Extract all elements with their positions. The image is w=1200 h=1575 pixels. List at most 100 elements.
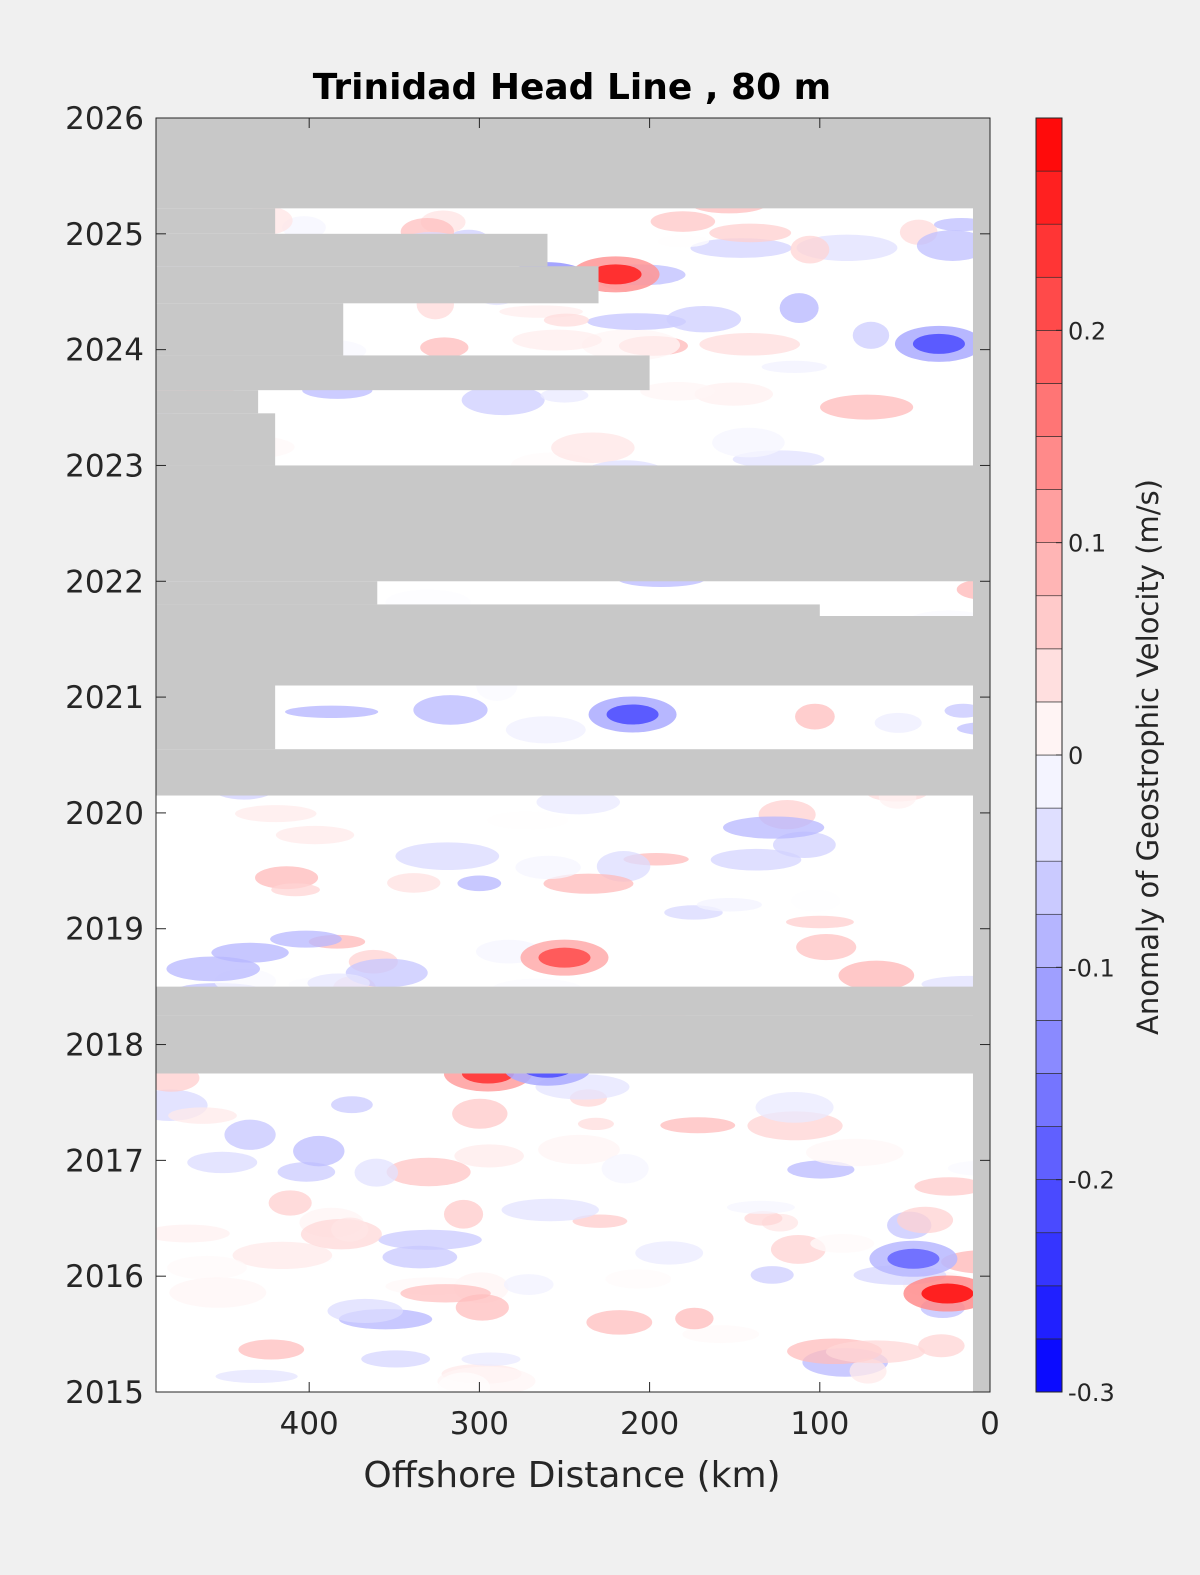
- anomaly-blob: [271, 883, 320, 897]
- colorbar-level: [1035, 595, 1063, 650]
- anomaly-blob: [761, 360, 827, 373]
- anomaly-blob: [710, 848, 802, 871]
- missing-data-band: [156, 413, 276, 466]
- anomaly-blob: [682, 1325, 760, 1344]
- anomaly-blob: [455, 1294, 509, 1321]
- colorbar-level: [1035, 223, 1063, 278]
- anomaly-blob: [712, 427, 785, 458]
- x-axis-label: Offshore Distance (km): [363, 1455, 780, 1496]
- anomaly-blob: [285, 705, 379, 719]
- anomaly-blob: [452, 1098, 508, 1129]
- anomaly-blob: [805, 1138, 904, 1167]
- anomaly-peak: [912, 333, 965, 354]
- anomaly-blob: [551, 432, 635, 464]
- colorbar-level: [1035, 913, 1063, 968]
- colorbar-level: [1035, 1232, 1063, 1287]
- anomaly-blob: [543, 313, 590, 327]
- anomaly-blob: [810, 1234, 875, 1253]
- anomaly-blob: [503, 1274, 554, 1295]
- colorbar-level: [1035, 1073, 1063, 1127]
- y-tick-label: 2016: [65, 1259, 144, 1295]
- anomaly-blob: [331, 1217, 369, 1242]
- anomaly-blob: [224, 1119, 276, 1150]
- anomaly-blob: [795, 703, 835, 730]
- colorbar-level: [1035, 1285, 1063, 1340]
- y-tick-label: 2019: [65, 912, 144, 948]
- anomaly-peak: [921, 1283, 974, 1304]
- plot-area: [155, 117, 991, 1393]
- colorbar-level: [1035, 436, 1063, 490]
- anomaly-blob: [469, 396, 526, 411]
- colorbar-level: [1035, 170, 1063, 225]
- missing-data-band: [156, 1015, 990, 1074]
- anomaly-blob: [796, 933, 857, 961]
- anomaly-blob: [167, 1255, 247, 1280]
- anomaly-blob: [897, 1206, 954, 1234]
- anomaly-blob: [255, 866, 319, 890]
- anomaly-blob: [395, 842, 500, 870]
- anomaly-blob: [918, 1334, 965, 1358]
- anomaly-blob: [914, 1177, 985, 1196]
- anomaly-blob: [327, 1298, 403, 1323]
- missing-data-band: [156, 465, 990, 582]
- y-tick-label: 2025: [65, 217, 144, 253]
- anomaly-blob: [536, 789, 620, 815]
- missing-data-band: [156, 118, 990, 209]
- anomaly-blob: [487, 811, 569, 830]
- y-tick-label: 2024: [65, 333, 144, 369]
- anomaly-blob: [538, 1134, 620, 1165]
- colorbar-level: [1035, 542, 1063, 597]
- anomaly-blob: [658, 799, 703, 813]
- anomaly-blob: [572, 1214, 628, 1228]
- colorbar-level: [1035, 330, 1063, 384]
- anomaly-blob: [443, 1199, 484, 1229]
- colorbar-tick-label: -0.2: [1068, 1167, 1115, 1195]
- anomaly-blob: [413, 695, 488, 725]
- anomaly-blob: [169, 1277, 267, 1308]
- anomaly-blob: [916, 230, 989, 261]
- missing-data-band: [156, 233, 548, 267]
- anomaly-blob: [690, 238, 792, 258]
- anomaly-peak: [538, 947, 591, 968]
- anomaly-blob: [791, 889, 841, 912]
- anomaly-blob: [722, 816, 825, 839]
- anomaly-blob: [540, 388, 589, 403]
- anomaly-blob: [944, 703, 982, 718]
- colorbar-level: [1035, 807, 1063, 862]
- anomaly-blob: [786, 915, 854, 929]
- anomaly-blob: [820, 394, 914, 420]
- anomaly-blob: [354, 1158, 399, 1187]
- anomaly-blob: [852, 321, 890, 349]
- anomaly-blob: [696, 897, 762, 912]
- colorbar-level: [1035, 860, 1063, 915]
- anomaly-blob: [601, 1154, 649, 1184]
- anomaly-blob: [387, 873, 441, 893]
- anomaly-blob: [586, 1310, 653, 1335]
- anomaly-blob: [457, 875, 502, 892]
- colorbar-level: [1035, 648, 1063, 703]
- anomaly-peak: [589, 264, 642, 285]
- x-tick-label: 400: [280, 1406, 339, 1442]
- anomaly-blob: [874, 712, 922, 733]
- anomaly-blob: [577, 1117, 614, 1131]
- anomaly-blob: [187, 1151, 258, 1174]
- missing-data-band: [156, 604, 820, 617]
- anomaly-blob: [605, 1269, 672, 1289]
- missing-data-band: [156, 616, 990, 686]
- colorbar-level: [1035, 383, 1063, 437]
- anomaly-peak: [606, 704, 659, 725]
- anomaly-blob: [699, 333, 801, 356]
- colorbar-level: [1035, 1020, 1063, 1074]
- anomaly-blob: [587, 313, 686, 330]
- chart-title: Trinidad Head Line , 80 m: [313, 67, 831, 108]
- anomaly-blob: [282, 216, 326, 240]
- anomaly-blob: [512, 329, 602, 351]
- anomaly-blob: [454, 1144, 524, 1168]
- anomaly-blob: [709, 223, 792, 243]
- anomaly-blob: [650, 211, 716, 232]
- x-tick-label: 0: [980, 1406, 1000, 1442]
- anomaly-blob: [596, 851, 651, 882]
- anomaly-blob: [238, 1339, 305, 1360]
- anomaly-blob: [657, 235, 710, 248]
- missing-data-band: [156, 355, 650, 391]
